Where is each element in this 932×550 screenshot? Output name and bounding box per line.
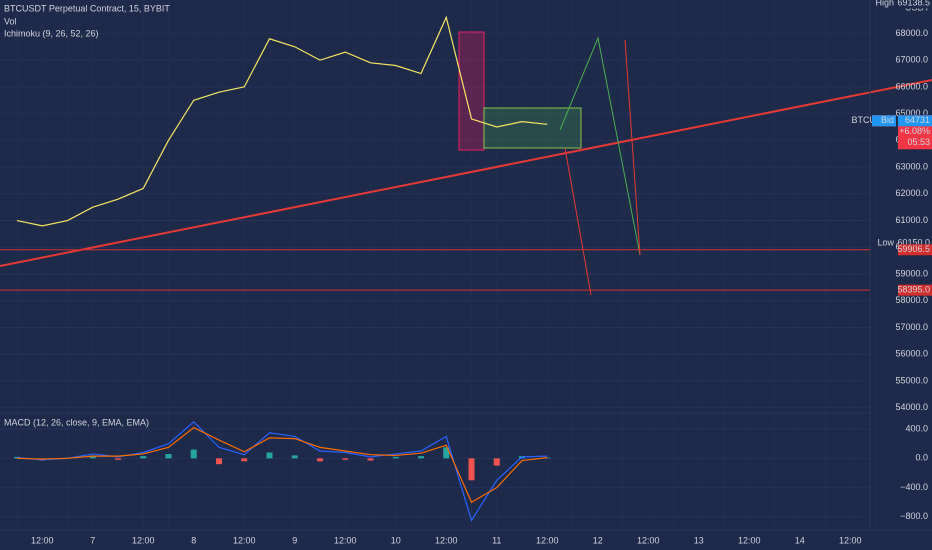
- x-tick-label: 8: [191, 535, 196, 545]
- price-tag: [898, 244, 932, 256]
- x-tick-label: 12:00: [738, 535, 761, 545]
- y-tick-label: 65000.0: [895, 108, 928, 118]
- price-tag-name-bg: [872, 237, 896, 249]
- price-tag: [898, 0, 932, 9]
- histogram-bar: [392, 456, 399, 459]
- histogram-bar: [342, 458, 349, 460]
- grid: [0, 32, 870, 518]
- macd-label: MACD (12, 26, close, 9, EMA, EMA): [4, 417, 149, 427]
- x-tick-label: 12:00: [435, 535, 458, 545]
- x-tick-label: 12:00: [334, 535, 357, 545]
- x-tick-label: 13: [694, 535, 704, 545]
- range-box: [458, 31, 485, 151]
- histogram-bar: [140, 456, 147, 459]
- x-tick-label: 11: [492, 535, 501, 545]
- price-tag-name: High: [875, 0, 894, 7]
- price-tag-label: 59906.5: [897, 244, 930, 254]
- histogram-bar: [190, 449, 197, 459]
- y-tick-label: −400.0: [900, 482, 928, 492]
- y-tick-label: 56000.0: [895, 349, 928, 359]
- price-tag-label: 60150.0: [897, 238, 930, 248]
- y-tick-label: 58000.0: [895, 295, 928, 305]
- x-tick-label: 12:00: [536, 535, 559, 545]
- y-tick-label: 400.0: [905, 423, 928, 433]
- histogram-bar: [443, 447, 450, 459]
- x-tick-label: 12:00: [132, 535, 155, 545]
- x-tick-label: 10: [391, 535, 401, 545]
- y-tick-label: −800.0: [900, 511, 928, 521]
- histogram-bar: [266, 452, 273, 459]
- histogram-bar: [367, 458, 374, 461]
- y-tick-label: 59000.0: [895, 268, 928, 278]
- volume-label: Vol: [4, 16, 17, 26]
- price-tag-name-bg: [872, 115, 896, 127]
- y-tick-label: 67000.0: [895, 55, 928, 65]
- x-tick-label: 12: [593, 535, 603, 545]
- histogram-bar: [89, 455, 96, 459]
- price-tag-label: 69138.5: [897, 0, 930, 7]
- price-tag-name: Low: [877, 238, 894, 248]
- x-tick-label: 12:00: [31, 535, 54, 545]
- x-tick-label: 12:00: [637, 535, 660, 545]
- histogram-bar: [291, 455, 298, 459]
- projection: [564, 147, 592, 296]
- histogram-bar: [418, 456, 424, 459]
- projection: [624, 39, 641, 256]
- histogram-bar: [216, 458, 222, 465]
- histogram-bar: [317, 458, 323, 462]
- y-tick-label: 55000.0: [895, 375, 928, 385]
- y-tick-label: 61000.0: [895, 215, 928, 225]
- price-line: [16, 420, 548, 522]
- y-tick-label: 66000.0: [895, 81, 928, 91]
- price-tag-label: 58395.0: [897, 285, 930, 295]
- x-tick-label: 9: [292, 535, 297, 545]
- y-tick-label: 62000.0: [895, 188, 928, 198]
- price-tag: [898, 115, 932, 127]
- price-tag-name: Bid: [881, 115, 894, 125]
- y-tick-label: 54000.0: [895, 402, 928, 412]
- trend-line: [0, 79, 932, 267]
- histogram-bar: [165, 453, 172, 459]
- x-tick-label: 7: [90, 535, 95, 545]
- y-tick-label: 63000.0: [895, 161, 928, 171]
- histogram-bar: [493, 458, 500, 466]
- histogram-bar: [468, 458, 475, 481]
- price-tag: [898, 284, 932, 296]
- price-line: [16, 426, 548, 504]
- histogram-bar: [241, 458, 248, 462]
- range-box: [483, 107, 582, 149]
- price-tag-name-bg: [872, 0, 896, 9]
- price-tag: [898, 237, 932, 249]
- x-tick-label: 14: [795, 535, 805, 545]
- x-tick-label: 12:00: [839, 535, 862, 545]
- symbol-title: BTCUSDT Perpetual Contract, 15, BYBIT: [4, 3, 170, 13]
- histogram-bar: [115, 458, 121, 460]
- y-tick-label: 68000.0: [895, 28, 928, 38]
- price-line: [16, 15, 548, 227]
- x-tick-label: 12:00: [233, 535, 256, 545]
- price-tag-label: 64731: [905, 115, 930, 125]
- y-tick-label: 57000.0: [895, 322, 928, 332]
- y-tick-label: 0.0: [915, 453, 928, 463]
- indicator-label: Ichimoku (9, 26, 52, 26): [4, 28, 99, 38]
- projection: [559, 36, 641, 256]
